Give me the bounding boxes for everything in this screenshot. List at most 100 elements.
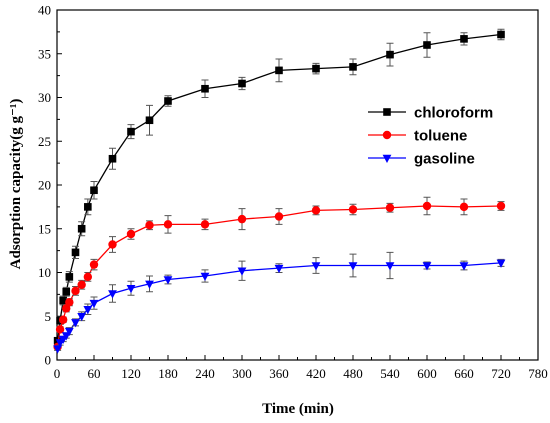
series-line [57,262,502,349]
x-tick-label: 540 [380,366,400,381]
data-point [89,299,99,309]
data-point [460,35,468,43]
series-gasoline [53,251,506,354]
x-axis-title: Time (min) [262,401,334,417]
series-toluene [53,196,506,352]
legend-label: toluene [414,128,467,145]
legend-marker [382,154,392,163]
data-point [163,276,173,285]
data-point [237,214,247,224]
data-point [200,220,210,229]
series-line [56,205,502,347]
data-point [496,259,506,268]
x-tick-label: 420 [306,366,326,381]
x-tick-label: 480 [343,366,363,381]
data-point [385,203,395,212]
legend-marker [383,108,391,116]
data-point [64,327,74,337]
data-point [58,315,68,324]
data-point [349,63,357,71]
data-point [200,272,210,281]
y-tick-label: 5 [45,309,52,324]
data-point [126,229,136,239]
data-point [459,202,469,212]
data-point [275,66,283,75]
series-line [56,33,502,341]
data-point [201,84,209,93]
data-point [496,201,506,211]
data-point [127,127,135,136]
legend-label: gasoline [414,151,475,168]
data-point [422,201,432,211]
x-tick-label: 660 [454,366,474,381]
data-point [164,97,172,105]
data-point [145,221,154,230]
data-point [145,280,154,289]
data-point [77,280,86,289]
data-point [497,30,505,39]
x-tick-label: 720 [491,366,511,381]
x-tick-label: 300 [232,366,252,381]
series-chloroform [53,28,505,345]
data-point [83,306,93,315]
y-tick-label: 15 [38,221,51,236]
data-point [311,206,321,215]
x-tick-label: 120 [121,366,141,381]
data-point [237,267,247,276]
data-point [62,287,71,296]
data-point [90,186,98,195]
data-point [108,154,117,163]
y-tick-label: 35 [38,46,51,61]
x-tick-label: 0 [54,366,61,381]
data-point [108,290,117,299]
data-point [53,345,63,354]
y-tick-label: 10 [38,265,51,280]
x-tick-label: 180 [158,366,178,381]
legend-label: chloroform [414,105,493,122]
y-axis-title: Adsorption capacity(g g⁻¹) [8,99,24,270]
axes: 0 60 120 180 240 300 360 420 480 540 600 660 720 7800… [38,3,548,382]
y-tick-label: 20 [38,178,51,193]
data-point [65,273,74,281]
data-point [422,262,432,271]
data-point [83,272,93,282]
data-point [311,262,321,271]
data-point [312,64,320,73]
data-point [65,298,74,307]
data-point [274,212,284,221]
data-point [55,325,65,334]
y-tick-label: 40 [38,3,51,18]
data-point [71,319,80,328]
y-tick-label: 30 [38,90,51,105]
x-tick-label: 780 [528,366,548,381]
data-point [348,262,358,271]
legend: chloroform toluene gasoline [368,105,493,168]
data-point [386,50,394,59]
data-point [423,41,431,49]
data-point [126,285,136,294]
plot-frame [56,9,539,361]
data-point [459,262,469,271]
x-tick-label: 600 [417,366,437,381]
x-tick-label: 240 [195,366,215,381]
data-point [84,203,92,211]
data-point [59,296,67,305]
data-point [77,313,87,322]
data-point [163,220,173,229]
data-point [108,240,117,249]
data-point [385,262,395,271]
y-tick-label: 0 [45,353,52,368]
x-tick-label: 60 [88,366,101,381]
data-point [274,264,284,274]
data-point [238,79,246,88]
x-tick-label: 360 [269,366,289,381]
legend-marker [382,130,392,140]
y-tick-label: 25 [38,134,51,149]
data-point [145,116,154,125]
data-point [77,224,86,233]
data-point [71,286,80,296]
data-point [71,248,80,257]
data-point [348,205,358,214]
series-layer [53,28,506,354]
